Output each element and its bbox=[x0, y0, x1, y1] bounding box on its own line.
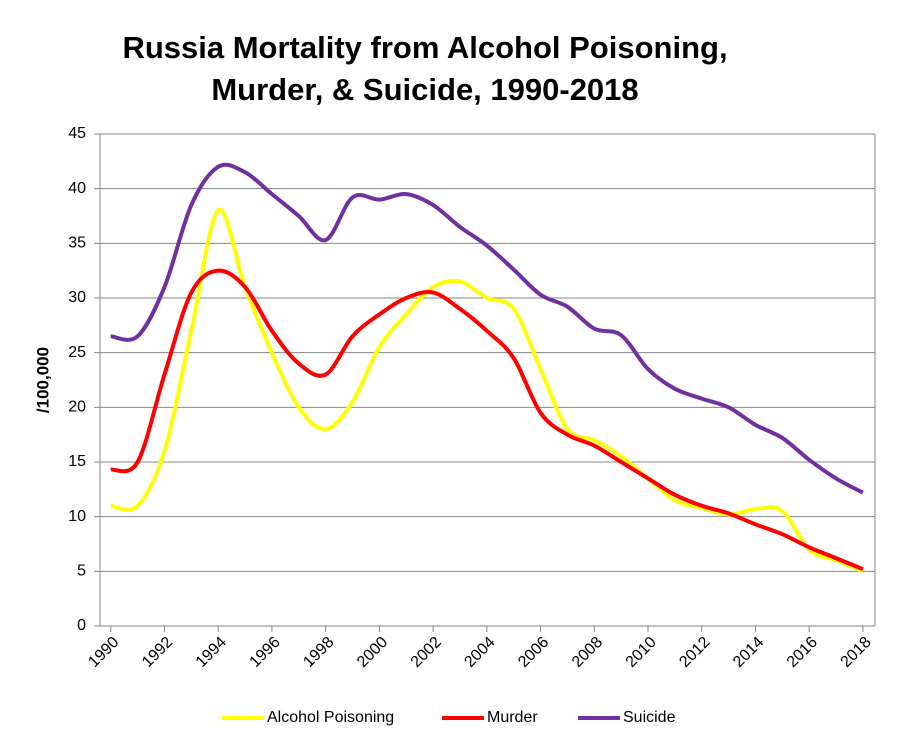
x-tick-label: 2008 bbox=[569, 634, 606, 671]
chart-title: Russia Mortality from Alcohol Poisoning, bbox=[122, 30, 727, 65]
x-tick-label: 2018 bbox=[838, 634, 875, 671]
x-tick-label: 1994 bbox=[193, 634, 230, 671]
chart-title: Murder, & Suicide, 1990-2018 bbox=[211, 72, 638, 107]
y-tick-label: 40 bbox=[68, 180, 86, 197]
legend-label: Alcohol Poisoning bbox=[267, 709, 394, 726]
x-tick-label: 1998 bbox=[300, 634, 337, 671]
y-tick-label: 35 bbox=[68, 235, 86, 252]
x-tick-label: 2002 bbox=[408, 634, 445, 671]
y-tick-label: 15 bbox=[68, 453, 86, 470]
x-tick-label: 2016 bbox=[784, 634, 821, 671]
legend-label: Murder bbox=[487, 709, 538, 726]
y-tick-label: 0 bbox=[77, 617, 86, 634]
x-tick-label: 2000 bbox=[354, 634, 391, 671]
x-tick-label: 1996 bbox=[247, 634, 284, 671]
legend-label: Suicide bbox=[623, 709, 676, 726]
x-tick-label: 1990 bbox=[85, 634, 122, 671]
y-tick-label: 45 bbox=[68, 125, 86, 142]
y-tick-label: 20 bbox=[68, 399, 86, 416]
y-tick-label: 30 bbox=[68, 289, 86, 306]
x-tick-label: 2004 bbox=[461, 634, 498, 671]
series-line bbox=[110, 268, 864, 571]
x-tick-label: 2006 bbox=[515, 634, 552, 671]
x-tick-label: 2014 bbox=[730, 634, 767, 671]
x-tick-label: 1992 bbox=[139, 634, 176, 671]
y-tick-label: 5 bbox=[77, 563, 86, 580]
y-axis-label: /100,000 bbox=[33, 347, 52, 413]
y-tick-label: 10 bbox=[68, 508, 86, 525]
x-tick-label: 2012 bbox=[676, 634, 713, 671]
x-tick-label: 2010 bbox=[623, 634, 660, 671]
series-line bbox=[110, 162, 864, 495]
y-tick-label: 25 bbox=[68, 344, 86, 361]
